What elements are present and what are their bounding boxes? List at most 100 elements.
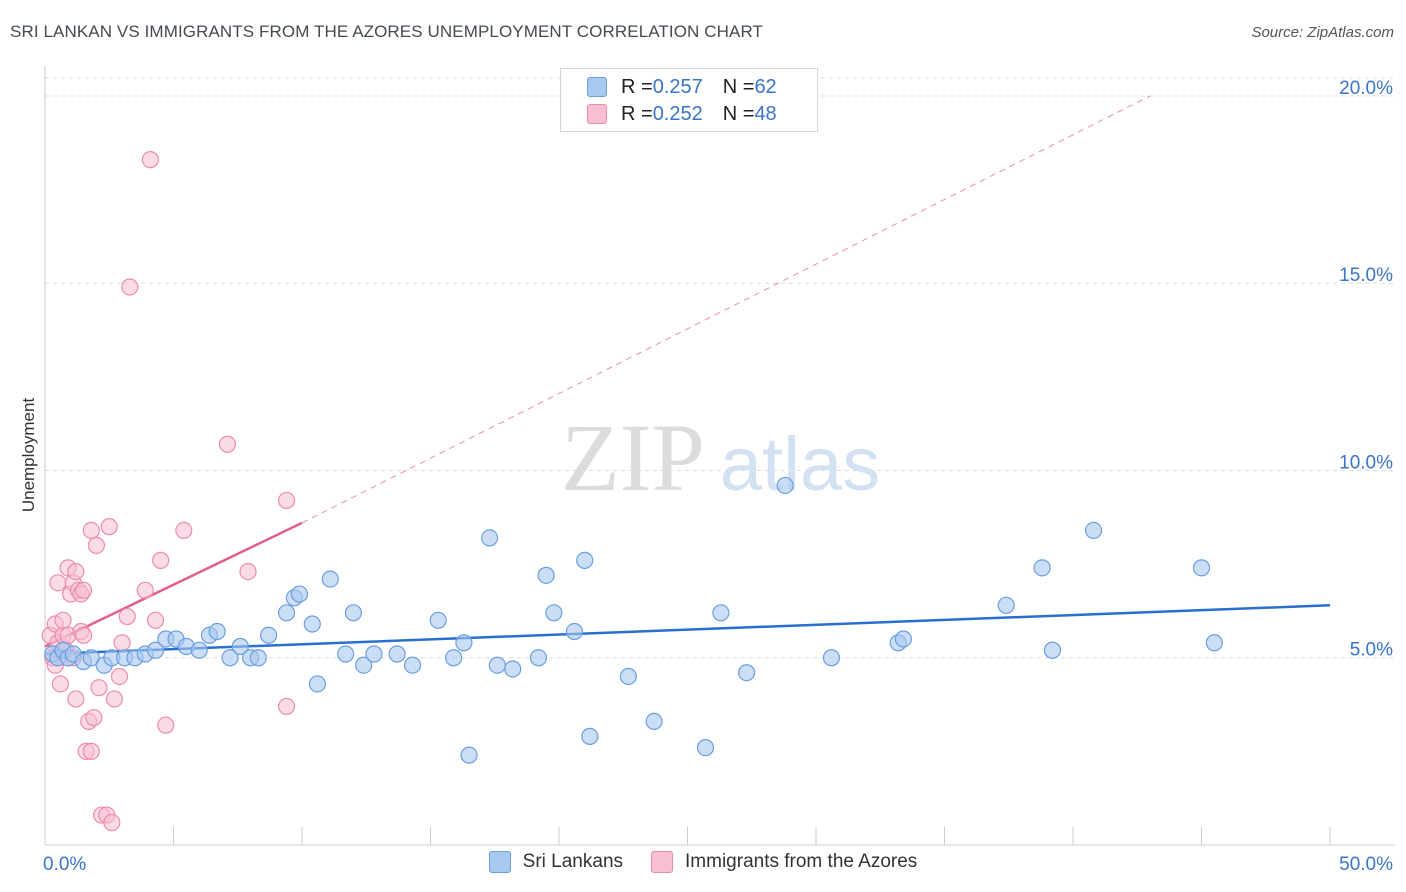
r-value: 0.257 bbox=[652, 75, 703, 98]
data-point-azores bbox=[82, 742, 100, 760]
data-point-srilankans bbox=[537, 566, 555, 584]
data-point-azores bbox=[54, 611, 72, 629]
y-tick-label: 10.0% bbox=[1339, 452, 1393, 473]
data-point-azores bbox=[74, 626, 93, 644]
y-tick-label: 20.0% bbox=[1339, 78, 1393, 99]
data-point-srilankans bbox=[365, 645, 383, 663]
data-point-srilankans bbox=[822, 649, 841, 667]
data-point-azores bbox=[239, 563, 257, 581]
data-point-azores bbox=[67, 690, 85, 708]
data-point-azores bbox=[90, 679, 108, 697]
stats-legend-row-azores: R = 0.252 N = 48 bbox=[587, 101, 777, 127]
legend-swatch-pink bbox=[587, 104, 607, 124]
data-point-azores bbox=[277, 697, 296, 716]
data-point-azores bbox=[51, 675, 70, 693]
series-legend: Sri Lankans Immigrants from the Azores bbox=[0, 851, 1406, 873]
n-value: 62 bbox=[754, 75, 777, 98]
axes bbox=[44, 66, 1395, 846]
data-point-azores bbox=[82, 521, 100, 540]
data-point-srilankans bbox=[619, 667, 637, 686]
data-point-azores bbox=[157, 716, 175, 734]
data-point-azores bbox=[146, 611, 165, 629]
data-point-azores bbox=[110, 667, 129, 686]
data-point-srilankans bbox=[460, 746, 478, 764]
stats-legend: R = 0.257 N = 62 R = 0.252 N = 48 bbox=[560, 68, 818, 132]
data-point-srilankans bbox=[308, 675, 327, 693]
data-point-srilankans bbox=[290, 585, 309, 603]
series-srilankans-points bbox=[44, 476, 1223, 764]
r-label: R = bbox=[621, 75, 653, 98]
data-point-azores bbox=[87, 536, 106, 554]
data-point-srilankans bbox=[231, 637, 249, 656]
data-point-srilankans bbox=[337, 645, 355, 663]
data-point-srilankans bbox=[344, 604, 362, 622]
data-point-srilankans bbox=[1033, 559, 1051, 577]
data-point-azores bbox=[74, 581, 93, 599]
trend-extension-azores bbox=[301, 95, 1151, 524]
legend-swatch-blue bbox=[488, 851, 511, 873]
data-point-srilankans bbox=[445, 649, 463, 667]
watermark: ZIP atlas bbox=[561, 404, 880, 511]
data-point-srilankans bbox=[776, 476, 794, 495]
data-point-srilankans bbox=[565, 622, 584, 641]
data-point-srilankans bbox=[259, 626, 278, 644]
data-point-azores bbox=[67, 563, 85, 581]
data-point-srilankans bbox=[355, 656, 373, 674]
trend-line-azores bbox=[44, 521, 303, 648]
data-point-srilankans bbox=[221, 649, 239, 667]
data-point-srilankans bbox=[488, 656, 506, 674]
data-point-srilankans bbox=[529, 649, 548, 667]
trend-line-srilankans bbox=[44, 604, 1331, 656]
chart-title: SRI LANKAN VS IMMIGRANTS FROM THE AZORES… bbox=[10, 22, 763, 41]
data-point-srilankans bbox=[576, 551, 594, 569]
n-value: 48 bbox=[754, 102, 777, 125]
data-point-srilankans bbox=[1205, 634, 1223, 652]
data-point-srilankans bbox=[388, 645, 406, 663]
data-point-azores bbox=[103, 813, 121, 832]
data-point-srilankans bbox=[1084, 521, 1103, 540]
data-point-srilankans bbox=[894, 630, 912, 648]
r-label: R = bbox=[621, 102, 653, 125]
data-point-srilankans bbox=[712, 604, 730, 622]
data-point-srilankans bbox=[277, 604, 296, 622]
data-point-azores bbox=[105, 690, 123, 708]
y-tick-label: 5.0% bbox=[1350, 640, 1393, 661]
data-point-azores bbox=[152, 551, 170, 569]
data-point-srilankans bbox=[82, 649, 100, 667]
data-point-azores bbox=[85, 709, 103, 727]
trend-lines bbox=[44, 95, 1331, 656]
legend-swatch-pink bbox=[651, 851, 674, 873]
data-point-srilankans bbox=[696, 739, 715, 757]
data-point-azores bbox=[218, 435, 237, 453]
data-point-srilankans bbox=[738, 664, 756, 682]
series-azores-points bbox=[41, 151, 296, 832]
chart-source: Source: ZipAtlas.com bbox=[1251, 24, 1394, 41]
y-tick-label: 15.0% bbox=[1339, 265, 1393, 286]
legend-label: Immigrants from the Azores bbox=[685, 851, 918, 872]
data-point-azores bbox=[141, 151, 159, 169]
data-point-srilankans bbox=[208, 622, 226, 641]
legend-item-srilankans[interactable]: Sri Lankans bbox=[488, 851, 624, 873]
legend-label: Sri Lankans bbox=[522, 851, 624, 872]
data-point-srilankans bbox=[1043, 641, 1062, 659]
n-label: N = bbox=[722, 102, 755, 125]
data-point-azores bbox=[100, 518, 118, 536]
legend-swatch-blue bbox=[587, 77, 607, 97]
data-point-srilankans bbox=[146, 641, 165, 659]
data-point-srilankans bbox=[997, 596, 1015, 614]
data-point-srilankans bbox=[303, 615, 321, 633]
tick-labels: 5.0% 10.0% 15.0% 20.0% 0.0% 50.0% bbox=[43, 78, 1393, 875]
data-point-srilankans bbox=[249, 649, 267, 667]
stats-legend-row-srilankans: R = 0.257 N = 62 bbox=[587, 74, 777, 100]
data-point-azores bbox=[277, 491, 296, 510]
data-point-azores bbox=[136, 581, 154, 599]
data-point-azores bbox=[49, 574, 67, 592]
r-value: 0.252 bbox=[652, 102, 703, 125]
x-tick-label: 0.0% bbox=[43, 854, 86, 875]
watermark-zip: ZIP bbox=[561, 404, 705, 511]
legend-item-azores[interactable]: Immigrants from the Azores bbox=[651, 851, 917, 873]
data-point-srilankans bbox=[190, 641, 208, 659]
data-point-srilankans bbox=[429, 611, 447, 629]
data-point-srilankans bbox=[545, 604, 563, 622]
